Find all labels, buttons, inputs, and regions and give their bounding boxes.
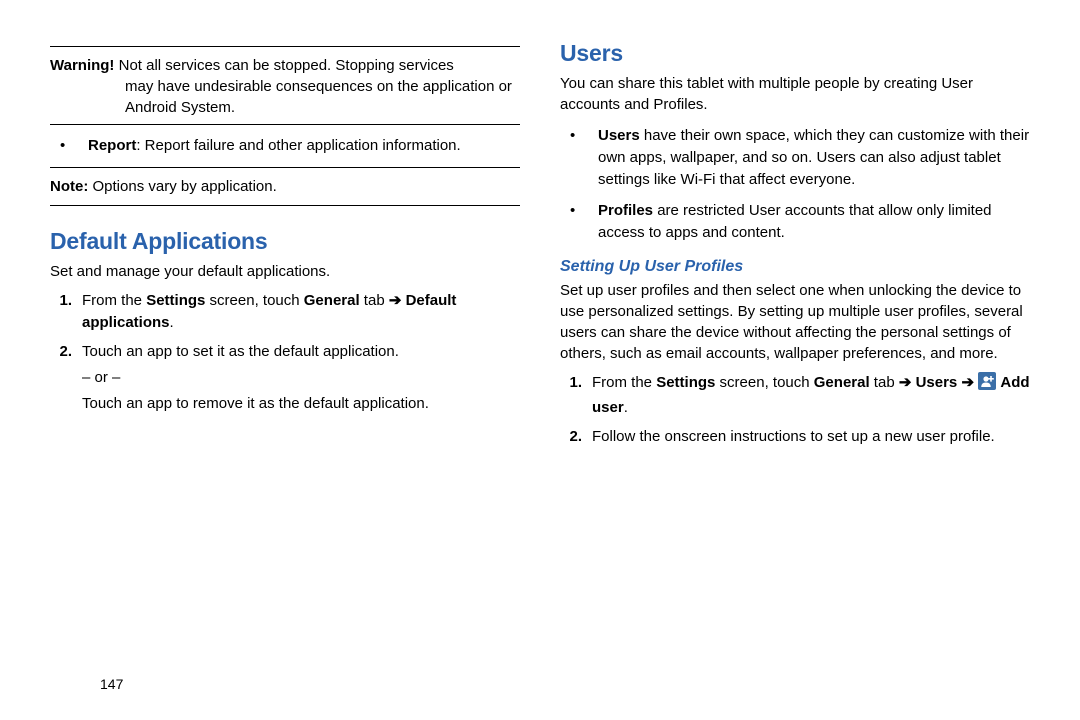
users-bullet: • Users have their own space, which they… [560, 125, 1030, 190]
step2b: Touch an app to remove it as the default… [82, 393, 520, 415]
users-intro: You can share this tablet with multiple … [560, 73, 1030, 115]
default-apps-step-1: From the Settings screen, touch General … [50, 290, 520, 334]
report-label: Report [88, 137, 136, 154]
s1-end: . [624, 399, 628, 416]
step2-or: – or – [82, 367, 520, 389]
note-line: Note: Options vary by application. [50, 178, 520, 195]
report-bullet: • Report: Report failure and other appli… [50, 135, 520, 157]
s1-tab: tab [870, 374, 899, 391]
setup-intro: Set up user profiles and then select one… [560, 280, 1030, 364]
setup-step-1: From the Settings screen, touch General … [560, 372, 1030, 419]
rule-before-note [50, 167, 520, 168]
s1-pre: From the [592, 374, 656, 391]
warning-line1: Not all services can be stopped. Stoppin… [119, 57, 454, 74]
left-column: Warning! Not all services can be stopped… [50, 40, 520, 690]
s1-settings: Settings [656, 374, 715, 391]
heading-users: Users [560, 40, 1030, 67]
warning-rest: may have undesirable consequences on the… [50, 76, 520, 118]
users-bullet-body: Users have their own space, which they c… [598, 125, 1030, 190]
warning-block: Warning! Not all services can be stopped… [50, 55, 520, 118]
default-apps-step-2: Touch an app to set it as the default ap… [50, 341, 520, 414]
bullet-dot: • [560, 125, 598, 190]
step1-end: . [170, 314, 174, 331]
profiles-bullet-label: Profiles [598, 202, 653, 219]
rule-top-left [50, 46, 520, 47]
heading-setting-up-user-profiles: Setting Up User Profiles [560, 258, 1030, 276]
profiles-bullet-body: Profiles are restricted User accounts th… [598, 200, 1030, 244]
step2a: Touch an app to set it as the default ap… [82, 341, 520, 363]
s1-mid: screen, touch [715, 374, 813, 391]
s1-general: General [814, 374, 870, 391]
step1-tab: tab [360, 292, 389, 309]
step1-settings: Settings [146, 292, 205, 309]
step1-mid: screen, touch [205, 292, 303, 309]
s1-arrow1: ➔ [899, 374, 912, 391]
s2-text: Follow the onscreen instructions to set … [592, 426, 1030, 448]
default-apps-intro: Set and manage your default applications… [50, 261, 520, 282]
note-text: Options vary by application. [93, 178, 277, 195]
step1-pre: From the [82, 292, 146, 309]
profiles-bullet-text: are restricted User accounts that allow … [598, 202, 992, 241]
report-body: Report: Report failure and other applica… [88, 135, 520, 157]
s1-arrow2: ➔ [961, 374, 974, 391]
manual-page: Warning! Not all services can be stopped… [0, 0, 1080, 720]
setup-steps: From the Settings screen, touch General … [560, 372, 1030, 448]
note-label: Note: [50, 178, 88, 195]
profiles-bullet: • Profiles are restricted User accounts … [560, 200, 1030, 244]
bullet-dot: • [50, 135, 88, 157]
bullet-dot: • [560, 200, 598, 244]
users-bullet-label: Users [598, 127, 640, 144]
step1-arrow: ➔ [389, 292, 402, 309]
report-text: : Report failure and other application i… [136, 137, 460, 154]
heading-default-applications: Default Applications [50, 228, 520, 255]
right-column: Users You can share this tablet with mul… [560, 40, 1030, 690]
s1-users: Users [916, 374, 958, 391]
rule-after-note [50, 205, 520, 206]
step1-general: General [304, 292, 360, 309]
add-user-icon [978, 372, 996, 397]
rule-after-warning [50, 124, 520, 125]
page-number: 147 [100, 676, 123, 692]
warning-label: Warning! [50, 57, 114, 74]
default-apps-steps: From the Settings screen, touch General … [50, 290, 520, 415]
users-bullet-text: have their own space, which they can cus… [598, 127, 1029, 188]
setup-step-2: Follow the onscreen instructions to set … [560, 426, 1030, 448]
